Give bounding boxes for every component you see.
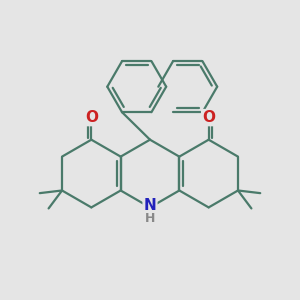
Text: N: N xyxy=(144,198,156,213)
Text: O: O xyxy=(85,110,98,125)
Text: O: O xyxy=(202,110,215,125)
Text: H: H xyxy=(145,212,155,225)
